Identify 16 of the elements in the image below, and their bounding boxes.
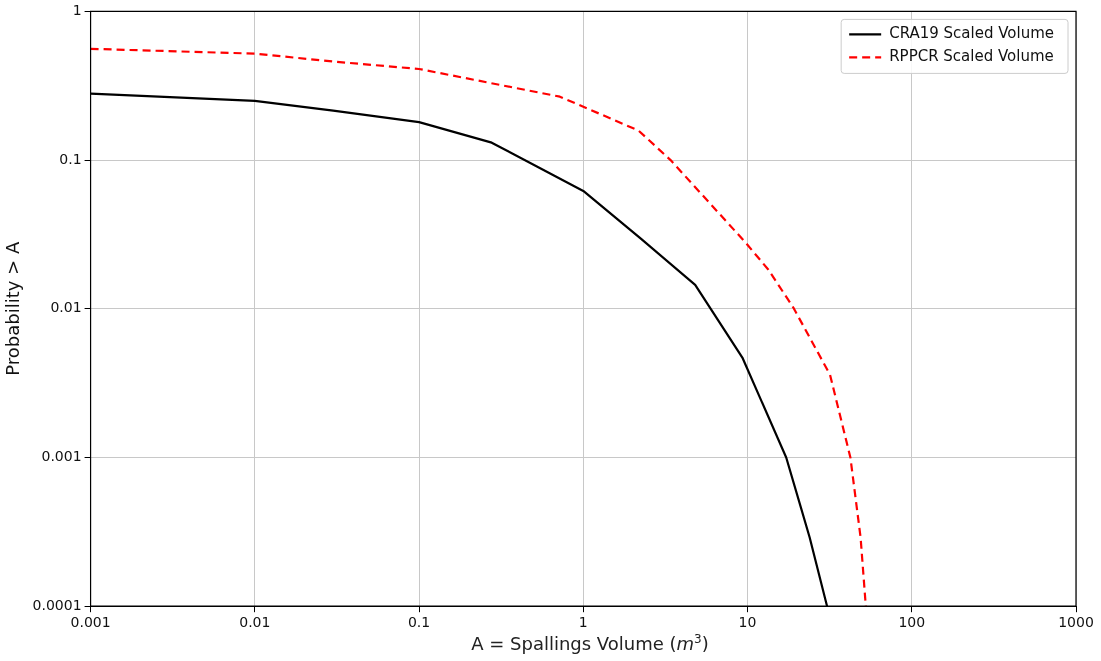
x-tick-label: 0.01 (239, 614, 271, 631)
x-tick-label: 100 (898, 614, 926, 631)
x-tick-label: 0.001 (70, 614, 111, 631)
x-axis-title: A = Spallings Volume (m$^{3}$) (470, 632, 710, 654)
y-tick-label: 0.1 (59, 150, 82, 167)
legend-label: RPPCR Scaled Volume (889, 47, 1054, 66)
y-tick-label: 1 (72, 2, 82, 19)
x-tick-label: 1 (578, 614, 588, 631)
legend-label: CRA19 Scaled Volume (889, 24, 1054, 43)
x-tick-label: 1000 (1058, 614, 1094, 631)
x-tick-label: 10 (738, 614, 757, 631)
y-tick-label: 0.001 (41, 448, 82, 465)
y-tick-label: 0.0001 (32, 596, 82, 613)
y-axis-title: Probability > A (2, 241, 24, 376)
y-tick-label: 0.01 (50, 299, 82, 316)
x-tick-label: 0.1 (407, 614, 431, 631)
